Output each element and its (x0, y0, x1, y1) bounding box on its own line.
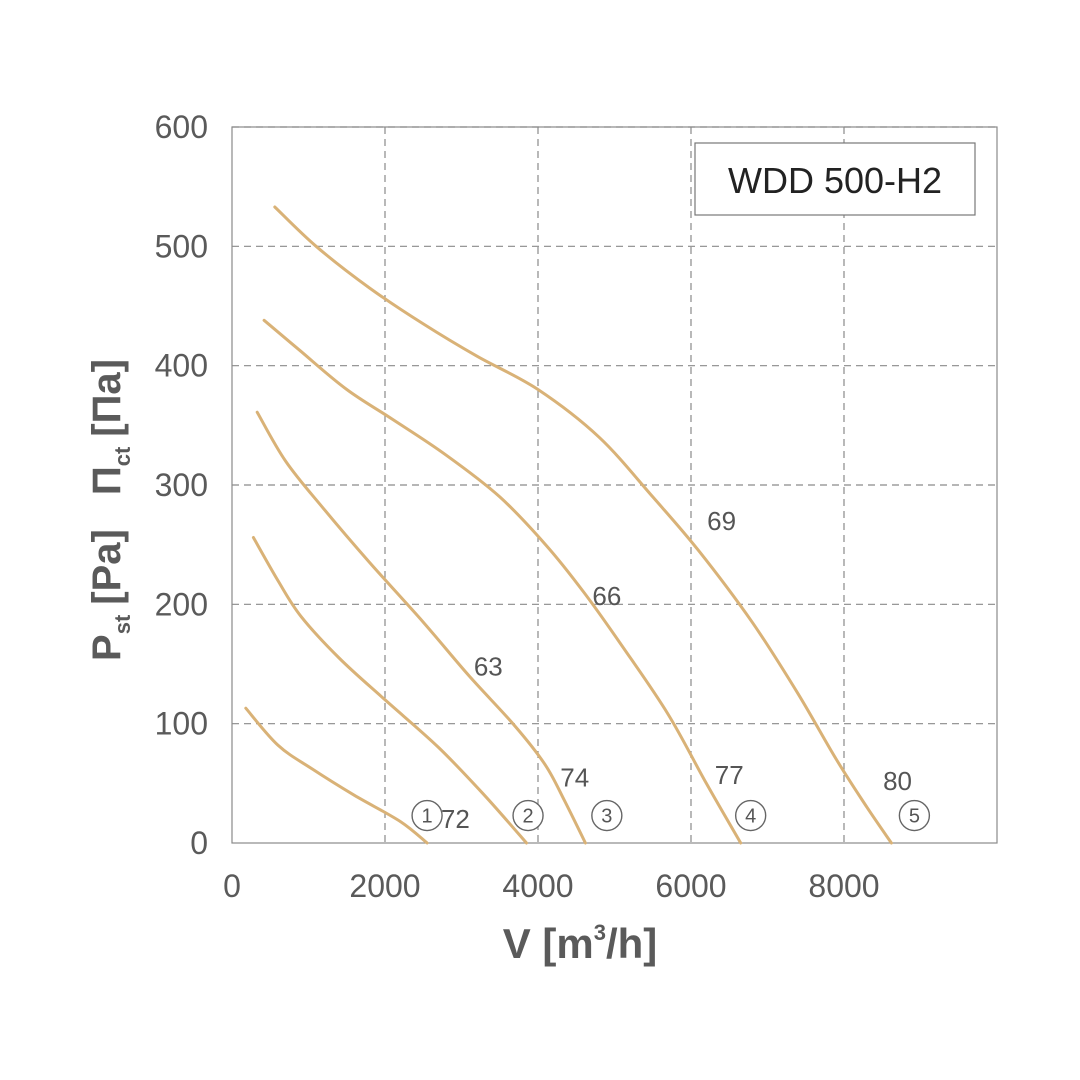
marker-circle (734, 799, 767, 832)
y-tick-labels: 0 100 200 300 400 500 600 (155, 109, 208, 861)
x-tick-label: 8000 (808, 868, 879, 904)
marker-number: 5 (909, 806, 920, 828)
marker-number: 1 (422, 806, 433, 828)
y-tick-label: 500 (155, 228, 208, 264)
curve-label-63: 63 (474, 651, 503, 681)
chart-title-box: WDD 500-H2 (694, 142, 976, 216)
curve-label-66: 66 (592, 581, 621, 611)
curve-label-80: 80 (883, 766, 912, 796)
curve-markers: 1 2 3 4 5 (411, 799, 931, 832)
curve-label-74: 74 (560, 762, 589, 792)
y-tick-label: 200 (155, 586, 208, 622)
grid (232, 126, 997, 843)
curves (244, 205, 893, 845)
curve-marker-3: 3 (591, 799, 623, 832)
marker-circle (512, 799, 544, 832)
chart-title: WDD 500-H2 (728, 160, 942, 201)
marker-circle (898, 799, 931, 832)
curve-label-69: 69 (707, 506, 736, 536)
marker-number: 3 (601, 806, 612, 828)
plot-frame (231, 126, 998, 844)
marker-circle (411, 799, 443, 832)
curve-1 (244, 706, 429, 845)
curve-marker-2: 2 (512, 799, 544, 832)
x-tick-label: 6000 (655, 868, 726, 904)
curve-5 (273, 205, 893, 845)
y-axis-title: Pst[Pa]Πct[Па] (85, 359, 135, 661)
y-tick-label: 600 (155, 109, 208, 145)
marker-number: 2 (522, 806, 533, 828)
marker-number: 4 (745, 806, 756, 828)
curve-4 (262, 318, 743, 845)
curve-marker-4: 4 (734, 799, 767, 832)
y-title-p: P (85, 634, 129, 661)
y-tick-label: 100 (155, 706, 208, 742)
y-tick-label: 0 (190, 825, 208, 861)
curve-labels: 72 74 63 66 69 77 80 (441, 506, 912, 834)
svg-text:Pst[Pa]Πct[Па]: Pst[Pa]Πct[Па] (85, 359, 135, 661)
y-tick-label: 400 (155, 348, 208, 384)
x-axis-title: V [m3/h] (503, 920, 658, 967)
x-tick-label: 2000 (349, 868, 420, 904)
y-tick-label: 300 (155, 467, 208, 503)
x-tick-label: 4000 (502, 868, 573, 904)
curve-label-77: 77 (715, 760, 744, 790)
x-tick-label: 0 (223, 868, 241, 904)
curve-label-72: 72 (441, 804, 470, 834)
curve-3 (255, 410, 587, 845)
x-tick-labels: 0 2000 4000 6000 8000 (223, 868, 879, 904)
curve-2 (251, 536, 528, 845)
curve-marker-1: 1 (411, 799, 443, 832)
curve-marker-5: 5 (898, 799, 931, 832)
marker-circle (591, 799, 623, 832)
